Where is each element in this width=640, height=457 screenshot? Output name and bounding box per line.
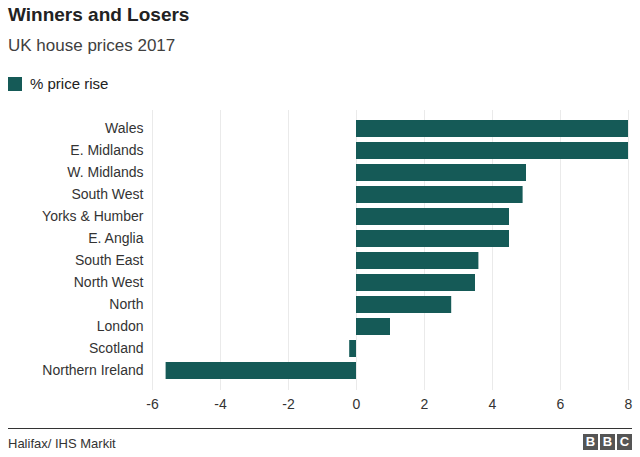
svg-text:Northern Ireland: Northern Ireland xyxy=(42,362,143,378)
html-text:C: C xyxy=(619,434,630,449)
svg-text:-2: -2 xyxy=(282,396,295,412)
html-text:UK house prices 2017: UK house prices 2017 xyxy=(8,36,176,55)
svg-text:E. Anglia: E. Anglia xyxy=(88,230,143,246)
svg-text:North West: North West xyxy=(74,274,144,290)
svg-text:-6: -6 xyxy=(146,396,159,412)
svg-text:South West: South West xyxy=(71,186,143,202)
svg-text:Wales: Wales xyxy=(105,120,143,136)
svg-text:4: 4 xyxy=(489,396,497,412)
svg-text:-4: -4 xyxy=(214,396,227,412)
html-text:Halifax/ IHS Markit: Halifax/ IHS Markit xyxy=(8,436,116,451)
svg-text:2: 2 xyxy=(421,396,429,412)
svg-text:Scotland: Scotland xyxy=(89,340,143,356)
svg-text:W. Midlands: W. Midlands xyxy=(67,164,143,180)
html-text:B: B xyxy=(602,434,613,449)
html-text:% price rise: % price rise xyxy=(30,75,109,92)
svg-text:London: London xyxy=(97,318,144,334)
svg-text:6: 6 xyxy=(557,396,565,412)
svg-text:South East: South East xyxy=(75,252,144,268)
svg-text:North: North xyxy=(109,296,143,312)
svg-text:8: 8 xyxy=(625,396,633,412)
svg-text:E. Midlands: E. Midlands xyxy=(70,142,143,158)
svg-text:Yorks & Humber: Yorks & Humber xyxy=(42,208,144,224)
html-text:Winners and Losers: Winners and Losers xyxy=(8,4,190,25)
html-text:B: B xyxy=(585,434,596,449)
svg-text:0: 0 xyxy=(353,396,361,412)
